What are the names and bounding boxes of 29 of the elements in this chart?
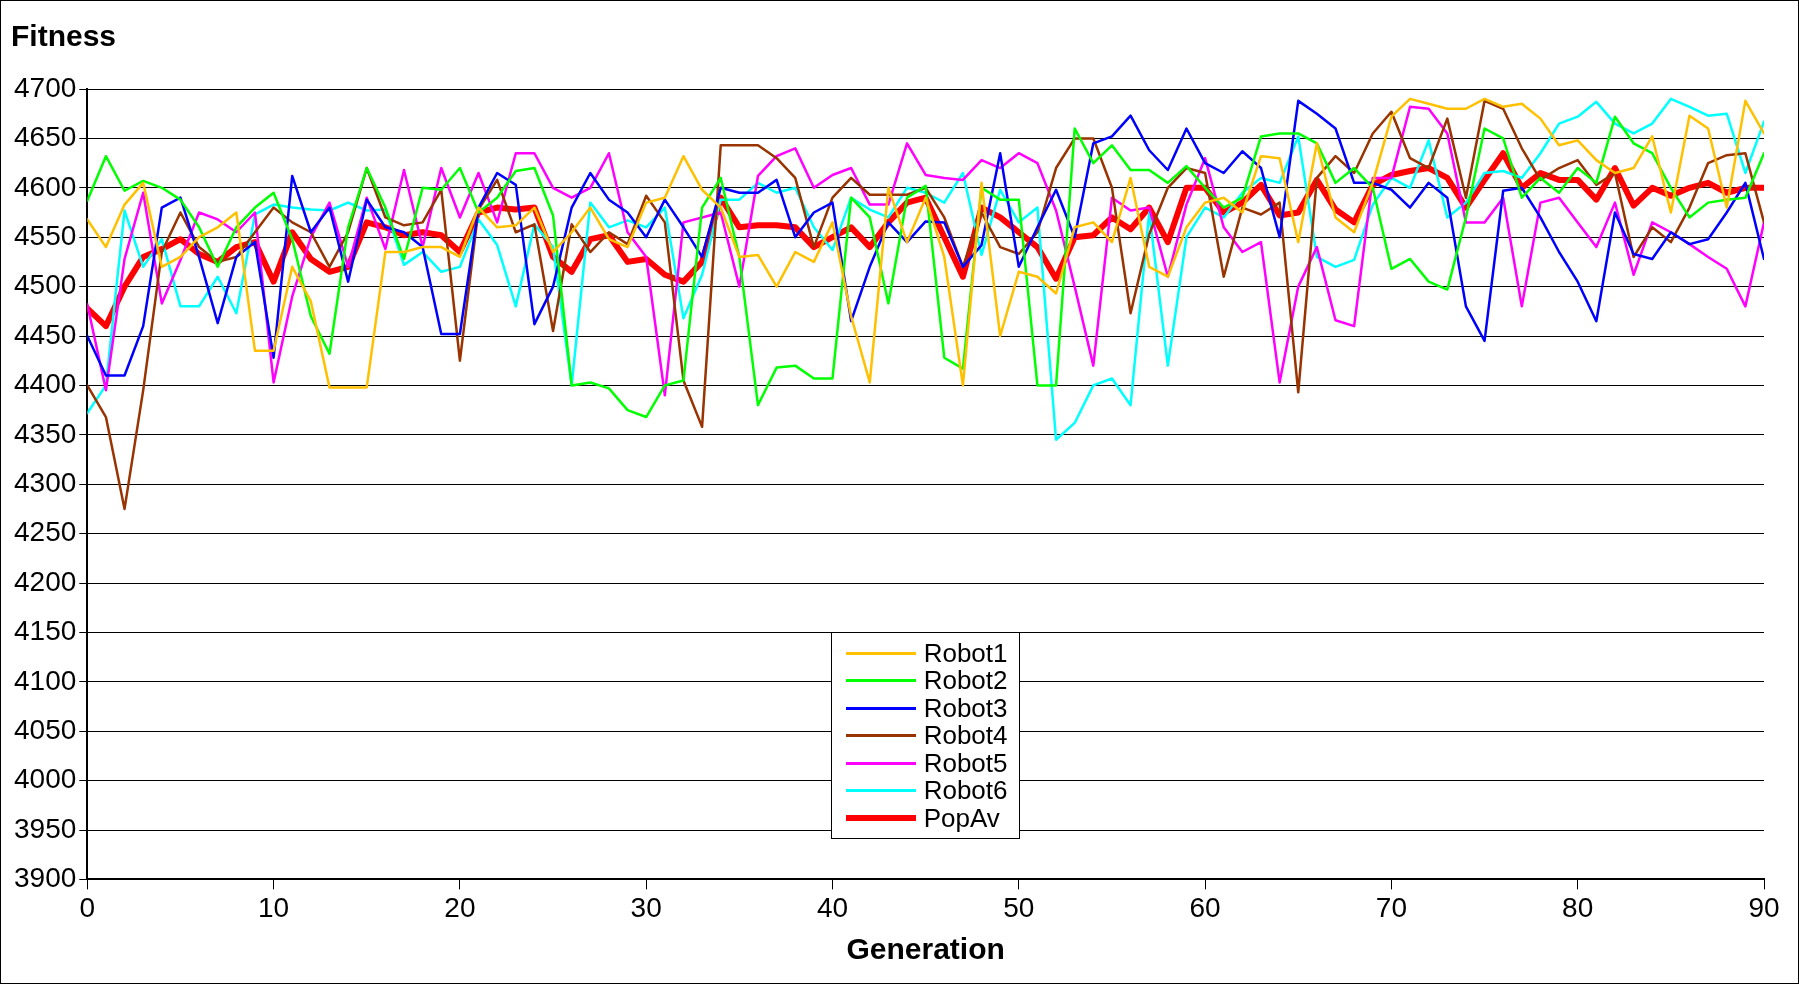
x-tick-label: 90 xyxy=(1748,891,1780,923)
y-tick-label: 3900 xyxy=(13,862,77,894)
y-tick-label: 4500 xyxy=(13,269,77,301)
y-tick-label: 4400 xyxy=(13,368,77,400)
x-axis-title: Generation xyxy=(846,932,1005,966)
y-tick-label: 4200 xyxy=(13,565,77,597)
y-tick-label: 4300 xyxy=(13,466,77,498)
y-axis-title: Fitness xyxy=(11,19,117,53)
y-tick-label: 4550 xyxy=(13,219,77,251)
y-tick-label: 4000 xyxy=(13,763,77,795)
y-tick-label: 4150 xyxy=(13,615,77,647)
y-tick-label: 4250 xyxy=(13,516,77,548)
y-tick-label: 4700 xyxy=(13,71,77,103)
x-tick-label: 60 xyxy=(1189,891,1221,923)
y-tick-label: 4600 xyxy=(13,170,77,202)
x-tick-label: 70 xyxy=(1375,891,1407,923)
y-tick-label: 4100 xyxy=(13,664,77,696)
y-tick-label: 4350 xyxy=(13,417,77,449)
y-tick-label: 4450 xyxy=(13,318,77,350)
x-tick-label: 30 xyxy=(630,891,662,923)
x-tick-label: 50 xyxy=(1003,891,1035,923)
x-tick-label: 20 xyxy=(444,891,476,923)
x-tick-label: 0 xyxy=(79,891,96,923)
x-tick-label: 80 xyxy=(1562,891,1594,923)
y-tick-label: 4650 xyxy=(13,121,77,153)
y-tick-label: 4050 xyxy=(13,713,77,745)
x-tick-label: 40 xyxy=(816,891,849,923)
y-tick-label: 3950 xyxy=(13,812,77,844)
x-tick-label: 10 xyxy=(258,891,290,923)
